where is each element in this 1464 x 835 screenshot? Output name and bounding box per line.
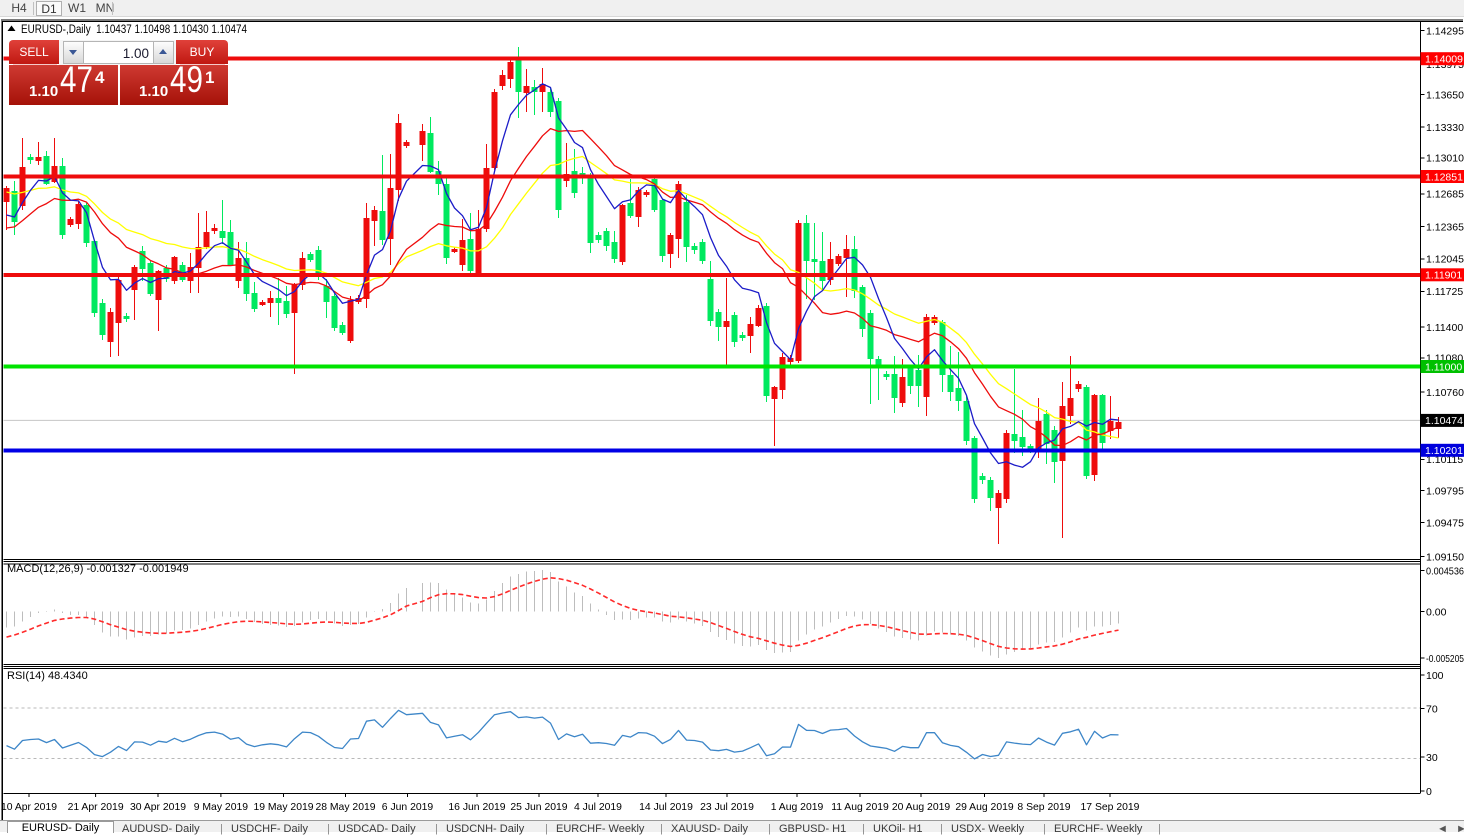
svg-text:1 Aug 2019: 1 Aug 2019: [771, 802, 824, 813]
svg-text:28 May 2019: 28 May 2019: [315, 802, 375, 813]
svg-text:9 May 2019: 9 May 2019: [194, 802, 249, 813]
svg-text:1.09795: 1.09795: [1426, 485, 1464, 497]
svg-text:0.004536: 0.004536: [1426, 565, 1464, 577]
svg-text:1.12365: 1.12365: [1426, 222, 1464, 234]
svg-text:1.13330: 1.13330: [1426, 122, 1464, 134]
svg-text:1.10201: 1.10201: [1425, 445, 1463, 457]
svg-text:0: 0: [1426, 786, 1432, 798]
svg-text:4 Jul 2019: 4 Jul 2019: [574, 802, 622, 813]
svg-text:1.12851: 1.12851: [1425, 171, 1463, 183]
svg-text:1.12045: 1.12045: [1426, 254, 1464, 266]
svg-text:25 Jun 2019: 25 Jun 2019: [510, 802, 567, 813]
svg-text:6 Jun 2019: 6 Jun 2019: [382, 802, 434, 813]
svg-text:21 Apr 2019: 21 Apr 2019: [68, 802, 124, 813]
svg-text:1.11725: 1.11725: [1426, 286, 1463, 298]
svg-text:30 Apr 2019: 30 Apr 2019: [130, 802, 186, 813]
svg-text:23 Jul 2019: 23 Jul 2019: [700, 802, 754, 813]
svg-text:17 Sep 2019: 17 Sep 2019: [1081, 802, 1140, 813]
svg-text:10 Apr 2019: 10 Apr 2019: [1, 802, 57, 813]
svg-text:1.09475: 1.09475: [1426, 517, 1464, 529]
svg-text:1.14295: 1.14295: [1426, 26, 1464, 38]
svg-text:1.11901: 1.11901: [1425, 270, 1462, 282]
svg-text:11 Aug 2019: 11 Aug 2019: [831, 802, 889, 813]
svg-text:1.11000: 1.11000: [1425, 361, 1462, 373]
svg-text:1.13010: 1.13010: [1426, 153, 1464, 165]
svg-text:1.14009: 1.14009: [1425, 54, 1463, 66]
svg-text:14 Jul 2019: 14 Jul 2019: [639, 802, 693, 813]
svg-text:1.11400: 1.11400: [1426, 322, 1463, 334]
svg-text:EURUSD-,Daily 1.10437 1.10498: EURUSD-,Daily 1.10437 1.10498 1.10430 1.…: [21, 24, 248, 36]
svg-text:1.13650: 1.13650: [1426, 89, 1464, 101]
svg-text:MACD(12,26,9) -0.001327 -0.001: MACD(12,26,9) -0.001327 -0.001949: [7, 563, 189, 575]
svg-text:0.00: 0.00: [1426, 606, 1447, 618]
svg-text:16 Jun 2019: 16 Jun 2019: [448, 802, 505, 813]
svg-text:1.12685: 1.12685: [1426, 189, 1464, 201]
svg-text:8 Sep 2019: 8 Sep 2019: [1017, 802, 1070, 813]
svg-text:29 Aug 2019: 29 Aug 2019: [955, 802, 1014, 813]
svg-text:1.10474: 1.10474: [1425, 415, 1463, 427]
svg-text:RSI(14) 48.4340: RSI(14) 48.4340: [7, 670, 88, 682]
svg-text:1.09150: 1.09150: [1426, 551, 1464, 563]
svg-text:19 May 2019: 19 May 2019: [253, 802, 313, 813]
svg-text:100: 100: [1426, 670, 1444, 682]
svg-text:1.10760: 1.10760: [1426, 387, 1464, 399]
svg-text:70: 70: [1426, 703, 1438, 715]
svg-text:30: 30: [1426, 752, 1438, 764]
svg-text:-0.005205: -0.005205: [1426, 653, 1464, 665]
svg-text:20 Aug 2019: 20 Aug 2019: [892, 802, 951, 813]
